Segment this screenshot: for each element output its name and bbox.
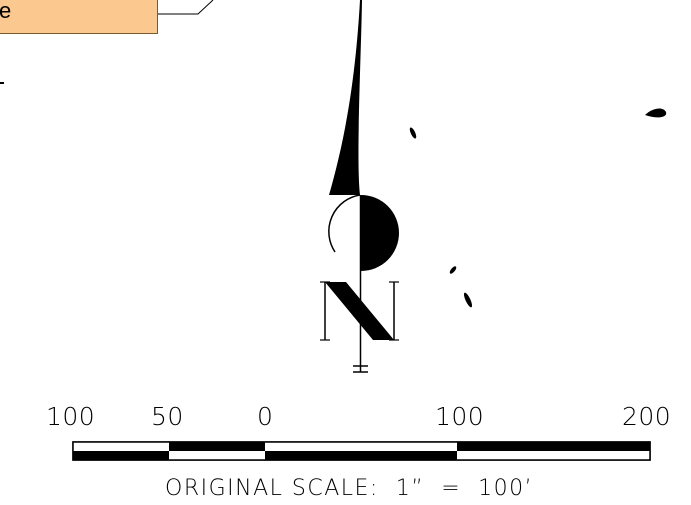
scale-bar — [72, 441, 651, 461]
scale-label-100-left: 100 — [46, 402, 96, 431]
blob-right — [645, 108, 667, 118]
scale-label-100-right: 100 — [435, 402, 485, 431]
callout-box: e — [0, 0, 158, 34]
callout-text: e — [0, 0, 12, 23]
blob-small-3 — [463, 292, 473, 308]
scale-label-50: 50 — [151, 402, 184, 431]
north-arrow — [320, 0, 399, 373]
blob-small-1 — [409, 127, 417, 139]
blob-small-2 — [449, 266, 457, 274]
north-arrow-spike — [329, 0, 362, 195]
north-arrow-right-disc — [361, 195, 399, 271]
scale-caption: ORIGINAL SCALE: 1” = 100’ — [165, 476, 534, 501]
callout-leader-line — [158, 0, 214, 15]
scale-label-0: 0 — [257, 402, 274, 431]
scale-label-200: 200 — [622, 402, 672, 431]
north-letter-n — [320, 281, 399, 341]
north-arrow-left-arc — [328, 194, 361, 253]
